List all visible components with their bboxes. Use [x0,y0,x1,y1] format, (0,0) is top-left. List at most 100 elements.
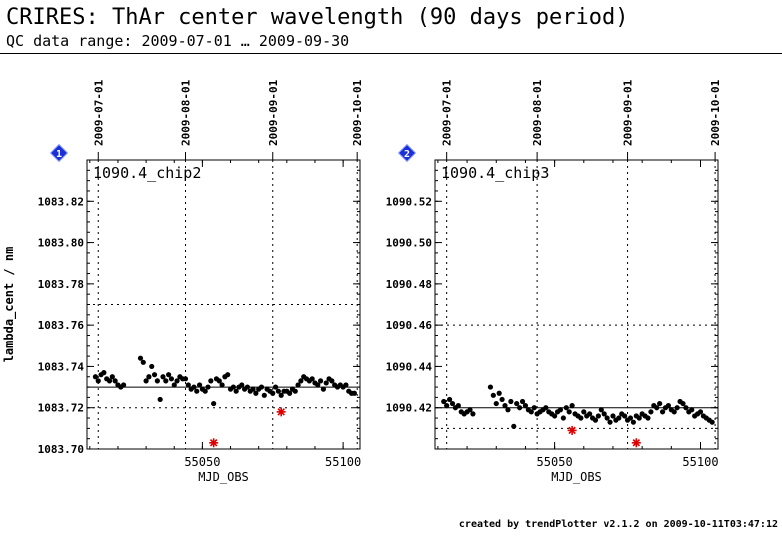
data-point [272,384,279,390]
panel-badge-number: 1 [56,149,62,160]
data-point [493,400,499,407]
y-tick-label: 1083.76 [38,319,85,332]
data-point [323,380,329,386]
data-point [216,378,222,384]
data-point [292,388,298,394]
data-point [219,382,225,388]
data-point [95,378,101,384]
data-point [566,409,572,415]
data-point [543,405,549,411]
data-point [120,382,127,388]
x-tick-label: 55050 [537,455,573,469]
data-point [578,415,584,421]
data-point [258,384,265,390]
data-point [557,407,564,413]
data-point [511,423,517,429]
data-point [671,409,677,415]
data-point [163,378,169,384]
data-point [298,378,304,384]
data-point [607,419,613,425]
date-tick-label: 2009-10-01 [351,79,364,146]
title-divider [0,53,782,54]
data-point [446,396,453,403]
data-point [709,419,715,425]
data-point [552,413,558,419]
data-point [528,409,534,415]
x-tick-label: 55100 [682,455,718,469]
data-point [239,382,245,388]
data-point [522,403,529,409]
y-axis-label: lambda_cent / nm [2,247,17,363]
x-axis-label: MJD_OBS [551,470,602,484]
data-point [654,405,660,411]
data-point [622,413,628,419]
data-point [519,398,526,405]
data-point [683,405,689,411]
page-subtitle: QC data range: 2009-07-01 … 2009-09-30 [6,32,350,50]
data-point [560,415,566,421]
data-point [636,415,642,421]
data-point [630,419,636,425]
outlier-star-ray [277,408,285,416]
data-point [467,407,473,413]
outlier-point [631,438,641,448]
data-point [143,378,149,384]
data-point [149,363,155,370]
data-point [610,413,616,419]
data-point [601,411,607,417]
y-tick-label: 1083.70 [38,443,84,456]
data-point [680,400,686,407]
data-point [627,415,634,421]
data-point [449,400,456,407]
data-point [470,411,476,417]
data-point [517,405,523,411]
data-point [287,390,293,396]
plot-panel-1: 2009-07-01 2009-08-01 2009-09-01 2009-10-01… [2,79,364,484]
data-point [648,409,654,415]
data-point [587,411,593,417]
data-point [253,390,259,396]
data-point [202,388,208,394]
date-tick-label: 2009-09-01 [622,79,635,146]
data-point [657,400,663,407]
data-point [92,374,99,380]
plot-frame [434,159,719,450]
date-tick-label: 2009-07-01 [441,79,454,146]
outlier-point [209,438,219,448]
data-point [496,390,502,396]
date-tick-label: 2009-07-01 [92,79,105,146]
y-tick-label: 1090.46 [386,319,433,332]
data-point [194,388,200,394]
data-point [270,390,276,396]
data-point [320,386,327,392]
data-point [689,407,695,413]
data-point [191,384,197,390]
y-tick-label: 1090.44 [386,360,433,373]
data-point [674,405,680,411]
data-point [499,396,505,403]
data-point [225,372,231,378]
data-point [659,409,666,415]
data-point [185,382,191,388]
data-point [261,392,267,398]
outlier-star-ray [632,439,641,447]
data-point [146,374,152,380]
data-point [569,403,575,409]
data-point [441,398,447,405]
date-tick-label: 2009-08-01 [180,79,193,146]
panel-label: 1090.4_chip3 [441,164,549,182]
data-point [502,403,508,409]
data-point [329,378,335,384]
data-point [109,374,115,380]
data-point [137,355,144,361]
data-point [211,400,217,407]
data-point [563,405,569,411]
data-point [250,386,256,392]
data-point [697,409,704,415]
outlier-point [567,425,577,435]
data-point [168,376,175,382]
data-point [182,376,189,382]
y-tick-label: 1090.48 [386,278,432,291]
y-tick-label: 1083.78 [38,278,84,291]
